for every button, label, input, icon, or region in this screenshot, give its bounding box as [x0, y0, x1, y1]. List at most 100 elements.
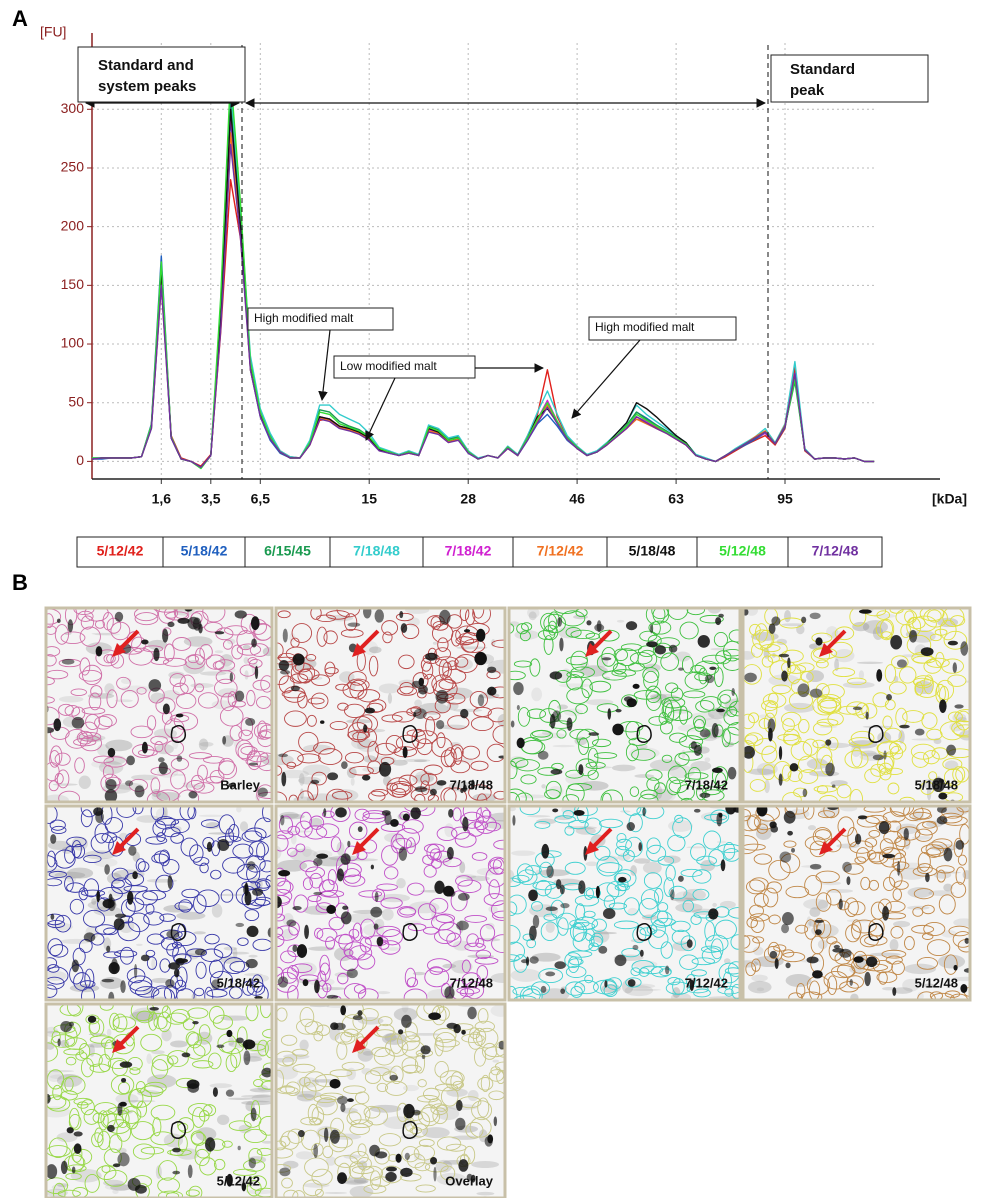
- gel-spot: [892, 987, 896, 996]
- gel-spot: [72, 717, 85, 729]
- gel-spot: [213, 1087, 218, 1097]
- gel-spot: [687, 939, 693, 948]
- gel-spot: [825, 763, 835, 777]
- x-tick-label: 95: [777, 491, 793, 507]
- gel-smear: [453, 941, 471, 951]
- gel-spot: [456, 1100, 463, 1111]
- gel-smear: [492, 1060, 499, 1063]
- gel-spot: [546, 906, 558, 911]
- gel-smear: [422, 1127, 450, 1138]
- series-line: [92, 121, 874, 467]
- gel-spot: [670, 889, 675, 900]
- gel-spot: [365, 708, 375, 714]
- gel-spot: [357, 1010, 362, 1016]
- gel-smear: [586, 699, 613, 705]
- gel-spot: [382, 810, 391, 816]
- gel-spot: [650, 624, 653, 633]
- gel-spot: [797, 683, 809, 697]
- gel-spot: [842, 862, 852, 873]
- gel-smear: [377, 991, 390, 994]
- gel-spot: [937, 816, 948, 824]
- gel-spot: [791, 848, 795, 853]
- gel-spot: [439, 610, 450, 625]
- gel-smear: [276, 1066, 298, 1080]
- gel-spot: [744, 673, 757, 683]
- gel-spot: [222, 736, 226, 745]
- series-line: [92, 109, 874, 467]
- gel-smear: [809, 644, 818, 649]
- gel-smear: [239, 1125, 252, 1134]
- gel-spot: [244, 1050, 251, 1065]
- gel-spot: [247, 861, 256, 870]
- gel-spot: [597, 620, 602, 632]
- gel-spot: [678, 667, 684, 670]
- legend: 5/12/425/18/426/15/457/18/487/18/427/12/…: [77, 537, 882, 567]
- gel-spot: [458, 893, 470, 901]
- gel-smear: [857, 662, 883, 664]
- gel-spot: [358, 826, 363, 832]
- legend-label: 7/12/48: [812, 543, 859, 559]
- gel-spot: [487, 1134, 493, 1143]
- gel-smear: [248, 955, 257, 958]
- gel-spot: [946, 745, 956, 756]
- gel-spot: [436, 690, 449, 704]
- gel-spot: [716, 709, 725, 713]
- gel-spot: [105, 779, 116, 790]
- gel-smear: [221, 1015, 250, 1020]
- gel-spot: [700, 729, 710, 737]
- gel-spot: [476, 629, 485, 642]
- gel-smear: [712, 903, 717, 907]
- gel-spot: [142, 742, 148, 754]
- gel-spot: [303, 979, 309, 986]
- gel-spot: [882, 906, 889, 921]
- gel-spot: [890, 635, 902, 650]
- gel-spot: [779, 746, 782, 760]
- gel-spot: [327, 772, 338, 780]
- gel-spot: [578, 880, 585, 894]
- gel-spot: [385, 1172, 396, 1182]
- gel-smear: [690, 761, 711, 771]
- gel-spot: [252, 888, 263, 896]
- gel-spot: [628, 979, 636, 987]
- gel-spot: [279, 660, 289, 671]
- gel-spot: [235, 691, 244, 702]
- gel-smear: [170, 1041, 188, 1048]
- gel-smear: [520, 795, 546, 799]
- gel-smear: [59, 696, 83, 702]
- gel-label: Overlay: [445, 1173, 493, 1188]
- gel-spot: [715, 617, 721, 625]
- gel-spot: [278, 870, 290, 876]
- gel-spot: [403, 814, 410, 821]
- gel-spot: [403, 1104, 414, 1118]
- gel-spot: [379, 762, 391, 777]
- gel-smear: [324, 1192, 347, 1194]
- gel-spot: [511, 720, 515, 727]
- gel-spot: [768, 718, 776, 732]
- gel-spot: [401, 1015, 412, 1028]
- gel-spot: [121, 1078, 126, 1083]
- gel-smear: [890, 939, 899, 951]
- x-tick-label: 6,5: [251, 491, 271, 507]
- gel-spot: [598, 946, 607, 954]
- gel-smear: [784, 703, 815, 713]
- gel-spot: [215, 631, 225, 634]
- gel-spot: [559, 638, 563, 652]
- gel-smear: [291, 834, 297, 844]
- gel-spot: [278, 754, 288, 758]
- gel-spot: [461, 1030, 466, 1035]
- gel-smear: [557, 704, 568, 709]
- legend-label: 5/12/42: [97, 543, 144, 559]
- gel-spot: [330, 1130, 340, 1144]
- gel-spot: [853, 707, 862, 711]
- gel-spot: [578, 764, 583, 775]
- gel-spot: [72, 959, 79, 972]
- gel-spot: [313, 1144, 318, 1158]
- gel-spot: [456, 921, 469, 931]
- gel-spot: [126, 755, 135, 765]
- gel-spot: [694, 809, 701, 813]
- gel-spot: [858, 815, 867, 819]
- gel-label: 5/18/42: [217, 975, 260, 990]
- gel-smear: [308, 946, 334, 950]
- gel-smear: [672, 987, 680, 998]
- gel-spot: [135, 785, 145, 797]
